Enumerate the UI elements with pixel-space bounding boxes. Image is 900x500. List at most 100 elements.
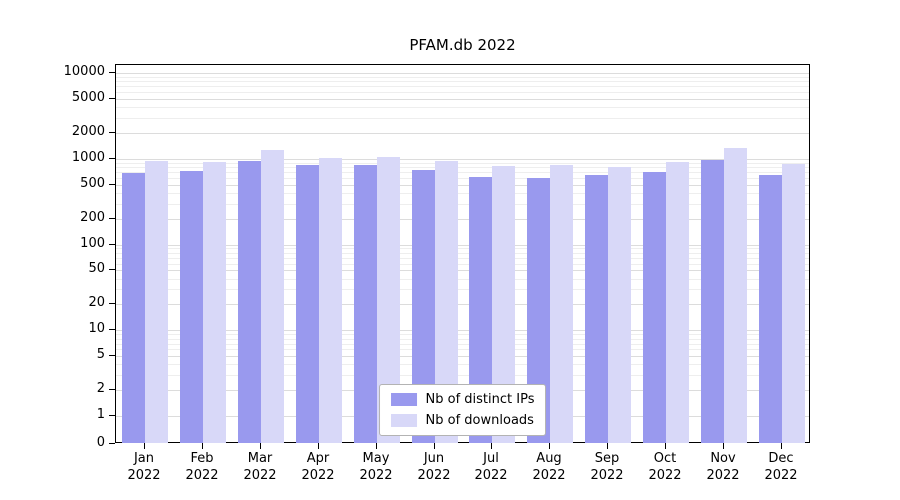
bar-downloads bbox=[724, 147, 747, 443]
y-tick-label: 1 bbox=[96, 407, 105, 422]
legend-swatch bbox=[390, 414, 417, 427]
minor-gridline bbox=[116, 278, 809, 280]
x-tick-label: Sep 2022 bbox=[590, 451, 624, 483]
minor-gridline bbox=[116, 192, 809, 194]
chart-title: PFAM.db 2022 bbox=[409, 36, 516, 54]
minor-gridline bbox=[116, 375, 809, 377]
y-tick-label: 200 bbox=[80, 209, 105, 225]
y-tick-mark bbox=[109, 243, 115, 245]
x-tick-mark bbox=[491, 443, 492, 449]
plot-area: Nb of distinct IPs Nb of downloads bbox=[115, 64, 810, 443]
y-tick-mark bbox=[109, 157, 115, 159]
bar-distinct-ips bbox=[527, 178, 550, 443]
bar-distinct-ips bbox=[180, 170, 203, 443]
y-tick-mark bbox=[109, 217, 115, 219]
x-tick-mark bbox=[723, 443, 724, 449]
x-tick-mark bbox=[144, 443, 145, 449]
legend-item-distinct-ips: Nb of distinct IPs bbox=[390, 392, 535, 407]
x-tick-label: May 2022 bbox=[359, 451, 393, 483]
minor-gridline bbox=[116, 203, 809, 205]
x-tick-mark bbox=[665, 443, 666, 449]
major-gridline bbox=[116, 184, 809, 186]
x-tick-label: Aug 2022 bbox=[532, 451, 566, 483]
minor-gridline bbox=[116, 86, 809, 88]
minor-gridline bbox=[116, 338, 809, 340]
y-tick-label: 20 bbox=[88, 295, 105, 311]
y-tick-mark bbox=[109, 269, 115, 271]
y-tick-mark bbox=[109, 329, 115, 331]
y-tick-mark bbox=[109, 389, 115, 391]
minor-gridline bbox=[116, 76, 809, 78]
y-tick-label: 10 bbox=[88, 321, 105, 337]
major-gridline bbox=[116, 218, 809, 220]
minor-gridline bbox=[116, 81, 809, 83]
bar-distinct-ips bbox=[296, 164, 319, 443]
y-tick-mark bbox=[109, 415, 115, 416]
y-tick-label: 5000 bbox=[71, 89, 105, 105]
y-tick-label: 50 bbox=[88, 261, 105, 277]
y-tick-label: 0 bbox=[96, 435, 105, 450]
x-tick-label: Nov 2022 bbox=[706, 451, 740, 483]
bar-downloads bbox=[608, 167, 631, 443]
bar-distinct-ips bbox=[701, 159, 724, 443]
y-tick-label: 5 bbox=[96, 347, 105, 363]
x-tick-label: Feb 2022 bbox=[185, 451, 219, 483]
bar-distinct-ips bbox=[122, 173, 145, 443]
major-gridline bbox=[116, 244, 809, 246]
bar-downloads bbox=[435, 161, 458, 443]
bar-downloads bbox=[550, 165, 573, 443]
x-tick-mark bbox=[318, 443, 319, 449]
y-tick-mark bbox=[109, 72, 115, 73]
major-gridline bbox=[116, 73, 809, 74]
bar-downloads bbox=[492, 166, 515, 443]
minor-gridline bbox=[116, 248, 809, 250]
minor-gridline bbox=[116, 117, 809, 119]
minor-gridline bbox=[116, 107, 809, 109]
bar-downloads bbox=[145, 161, 168, 443]
y-tick-mark bbox=[109, 355, 115, 357]
legend-label: Nb of distinct IPs bbox=[425, 392, 535, 407]
minor-gridline bbox=[116, 263, 809, 265]
y-tick-label: 500 bbox=[80, 175, 105, 191]
y-tick-mark bbox=[109, 443, 115, 444]
x-tick-label: Oct 2022 bbox=[648, 451, 682, 483]
major-gridline bbox=[116, 270, 809, 272]
y-tick-label: 1000 bbox=[71, 149, 105, 165]
legend-item-downloads: Nb of downloads bbox=[390, 413, 535, 428]
minor-gridline bbox=[116, 172, 809, 174]
bar-downloads bbox=[203, 162, 226, 443]
minor-gridline bbox=[116, 177, 809, 179]
y-tick-mark bbox=[109, 183, 115, 185]
bar-downloads bbox=[261, 150, 284, 443]
x-tick-label: Jan 2022 bbox=[127, 451, 161, 483]
x-tick-mark bbox=[781, 443, 782, 449]
y-tick-mark bbox=[109, 303, 115, 305]
minor-gridline bbox=[116, 92, 809, 94]
minor-gridline bbox=[116, 257, 809, 259]
x-tick-mark bbox=[434, 443, 435, 449]
y-tick-label: 2 bbox=[96, 381, 105, 397]
y-tick-label: 2000 bbox=[71, 123, 105, 139]
bar-distinct-ips bbox=[238, 161, 261, 443]
minor-gridline bbox=[116, 364, 809, 366]
x-tick-label: Dec 2022 bbox=[764, 451, 798, 483]
minor-gridline bbox=[116, 162, 809, 164]
x-tick-label: Jul 2022 bbox=[474, 451, 508, 483]
minor-gridline bbox=[116, 349, 809, 351]
legend: Nb of distinct IPs Nb of downloads bbox=[378, 384, 547, 436]
major-gridline bbox=[116, 356, 809, 358]
x-tick-mark bbox=[607, 443, 608, 449]
major-gridline bbox=[116, 132, 809, 134]
y-tick-mark bbox=[109, 97, 115, 99]
legend-label: Nb of downloads bbox=[425, 413, 534, 428]
major-gridline bbox=[116, 330, 809, 332]
minor-gridline bbox=[116, 334, 809, 336]
bar-downloads bbox=[782, 163, 805, 443]
x-tick-label: Apr 2022 bbox=[301, 451, 335, 483]
bar-distinct-ips bbox=[585, 174, 608, 443]
major-gridline bbox=[116, 98, 809, 100]
minor-gridline bbox=[116, 343, 809, 345]
minor-gridline bbox=[116, 252, 809, 254]
bar-distinct-ips bbox=[412, 169, 435, 443]
